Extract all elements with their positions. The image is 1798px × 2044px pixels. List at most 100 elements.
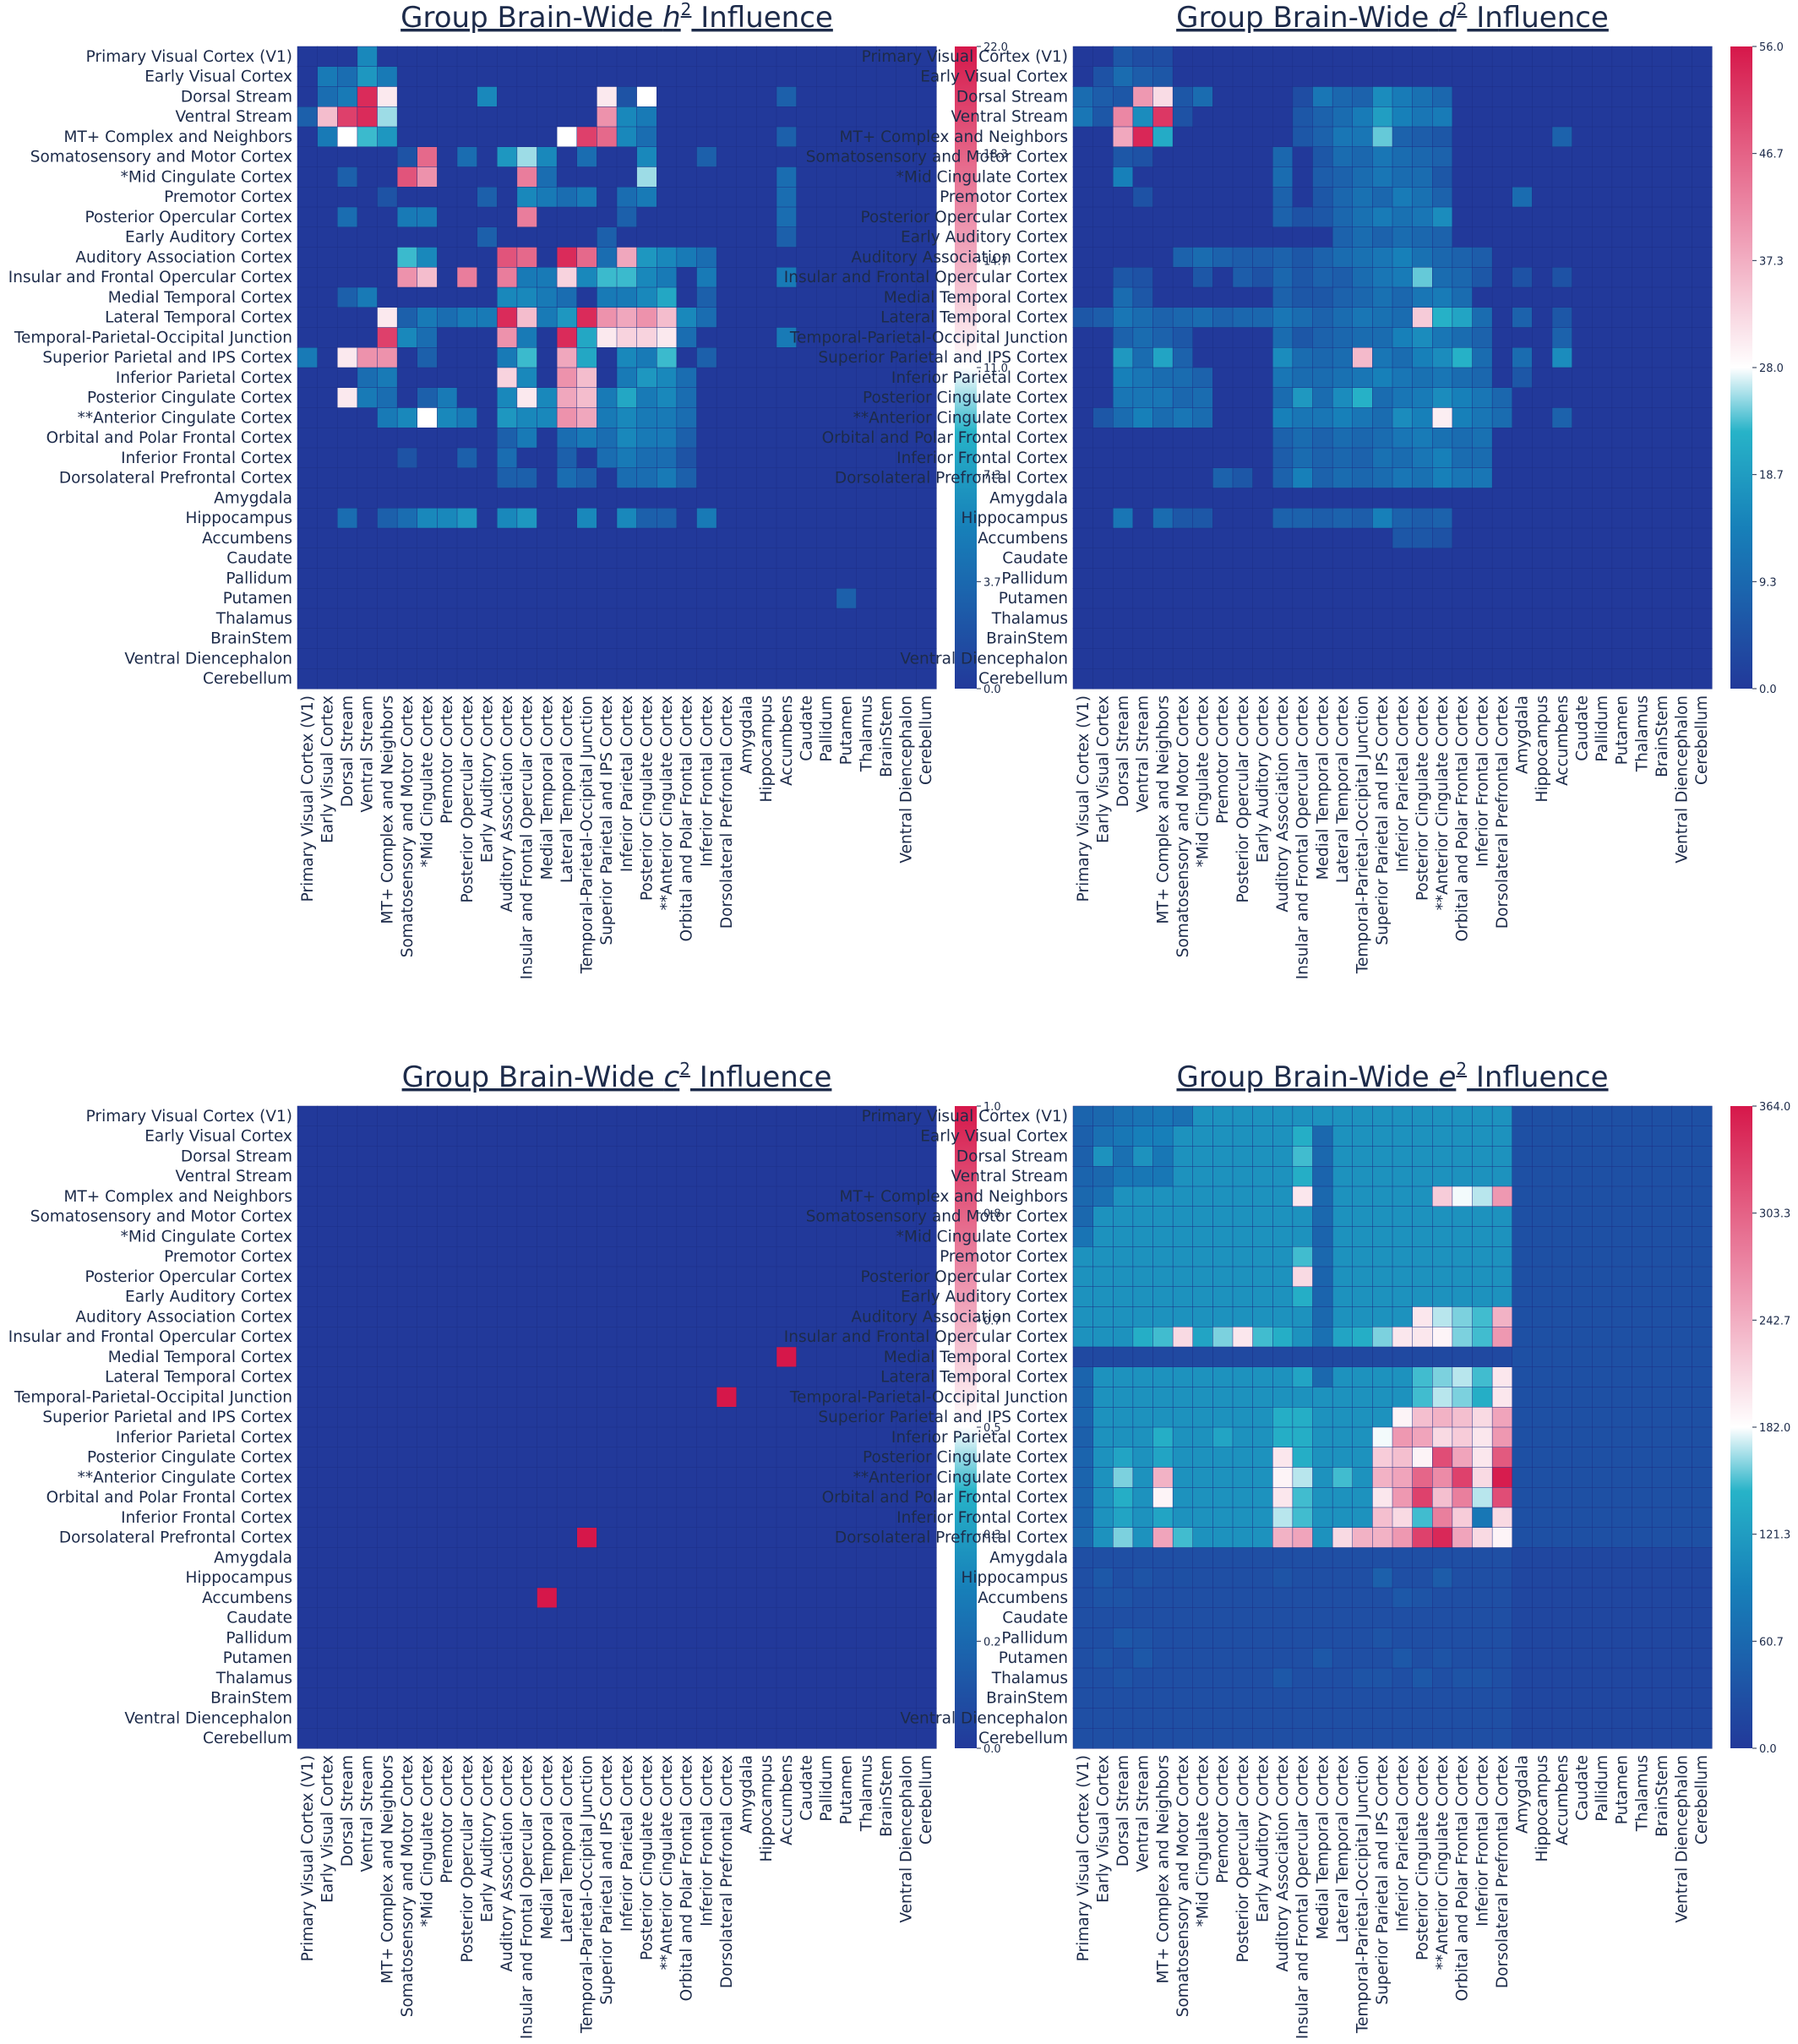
heatmap-cell [597,1487,618,1508]
heatmap-cell [1332,1206,1354,1228]
heatmap-cell [676,1607,698,1629]
heatmap-cell [556,1527,578,1549]
heatmap-cell [1312,307,1333,329]
heatmap-cell [556,508,578,529]
heatmap-cell [1532,447,1553,469]
colorbar-tick-label: 1.0 [983,1101,1001,1114]
heatmap-cell [297,1306,319,1327]
heatmap-cell [1412,1567,1433,1589]
heatmap-cell [1212,1186,1234,1207]
heatmap-cell [736,1206,757,1228]
heatmap-cell [337,568,358,589]
heatmap-cell [736,247,757,268]
heatmap-cell [1312,467,1333,489]
heatmap-cell [357,1105,379,1127]
heatmap-cell [337,106,358,128]
column-label: Thalamus [858,1755,875,1832]
row-label: Dorsolateral Prefrontal Cortex [835,1529,1068,1547]
heatmap-cell [556,367,578,389]
heatmap-cell [1532,407,1553,428]
heatmap-cell [1412,247,1433,268]
heatmap-cell [1352,106,1373,128]
heatmap-cell [396,206,418,228]
heatmap-cell [1192,1728,1213,1749]
heatmap-cell [1332,1587,1354,1609]
heatmap-cell [297,488,319,509]
heatmap-cell [497,1126,518,1147]
heatmap-cell [1312,1327,1333,1348]
heatmap-cell [1651,286,1673,308]
heatmap-cell [597,568,618,589]
heatmap-cell [337,1467,358,1488]
heatmap-cell [1551,1567,1573,1589]
heatmap-cell [1432,1547,1453,1568]
colorbar-tick-label: 9.3 [1759,576,1777,589]
heatmap-cell [616,1667,638,1689]
heatmap-cell [597,1286,618,1308]
heatmap-cell [337,146,358,168]
row-label: Inferior Frontal Cortex [121,450,292,467]
heatmap-cell [1532,1246,1553,1267]
heatmap-cell [1632,1387,1653,1408]
row-label: Ventral Stream [951,108,1068,126]
heatmap-cell [497,1687,518,1709]
heatmap-cell [696,1126,717,1147]
heatmap-cell [616,226,638,248]
heatmap-cell [1432,146,1453,168]
heatmap-cell [616,1266,638,1288]
heatmap-cell [616,367,638,389]
heatmap-cell [297,226,319,248]
heatmap-cell [456,588,478,609]
heatmap-cell [417,206,438,228]
heatmap-cell [576,1327,597,1348]
heatmap-cell [1592,267,1613,288]
heatmap-cell [756,1627,777,1649]
heatmap-cell [1432,668,1453,690]
heatmap-cell [1692,267,1713,288]
heatmap-cell [1452,387,1474,409]
heatmap-cell [1132,1708,1154,1729]
heatmap-cell [1312,1587,1333,1609]
heatmap-cell [1212,1708,1234,1729]
heatmap-cell [297,1527,319,1549]
heatmap-cell [337,247,358,268]
heatmap-cell [1472,1467,1493,1488]
heatmap-cell [1491,206,1513,228]
heatmap-cell [716,1226,738,1247]
heatmap-cell [1152,1487,1174,1508]
heatmap-cell [1452,226,1474,248]
row-label: Premotor Cortex [940,1248,1068,1266]
heatmap-cell [1472,467,1493,489]
heatmap-cell [1611,608,1633,630]
colorbar-tick-label: 11.0 [983,362,1008,375]
heatmap-cell [716,467,738,489]
heatmap-cell [636,1146,657,1167]
heatmap-cell [1092,327,1114,348]
heatmap-cell [1472,1728,1493,1749]
heatmap-cell [676,347,698,368]
heatmap-cell [1072,588,1094,609]
heatmap-cell [497,1467,518,1488]
heatmap-cell [1152,106,1174,128]
heatmap-cell [1491,508,1513,529]
heatmap-cell [1632,1507,1653,1529]
heatmap-cell [437,1687,458,1709]
colorbar-tick-label: 364.0 [1759,1101,1790,1114]
column-label: Inferior Frontal Cortex [698,1755,716,1927]
heatmap-cell [1572,1126,1593,1147]
heatmap-cell [1232,286,1254,308]
heatmap-cell [756,46,777,68]
row-label: Auditory Association Cortex [75,248,292,266]
row-label: Caudate [226,1610,292,1627]
heatmap-cell [317,568,338,589]
heatmap-cell [1692,1186,1713,1207]
heatmap-cell [497,1407,518,1428]
heatmap-cell [597,1708,618,1729]
heatmap-cell [556,1306,578,1327]
heatmap-cell [1592,1266,1613,1288]
heatmap-cell [1172,327,1194,348]
heatmap-cell [1192,46,1213,68]
heatmap-cell [1212,1447,1234,1469]
heatmap-cell [1432,1487,1453,1508]
heatmap-cell [317,1387,338,1408]
